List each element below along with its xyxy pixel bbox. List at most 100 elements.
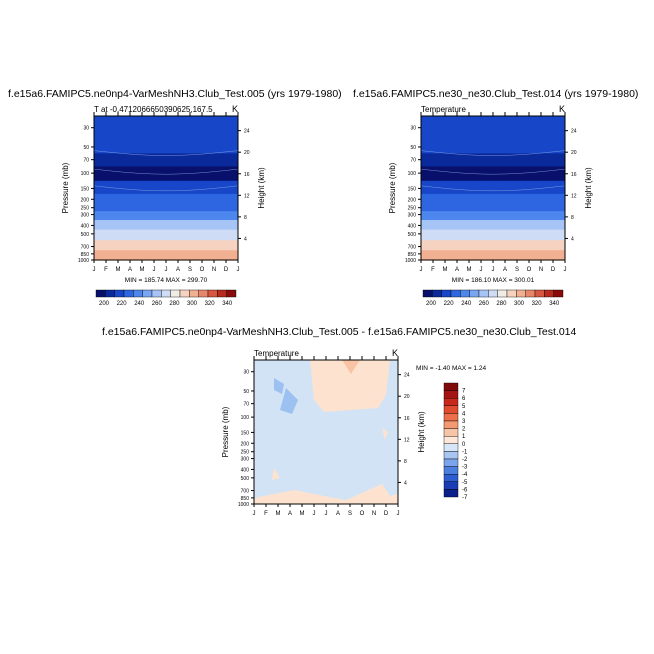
plot-units: K — [392, 348, 398, 358]
pressure-tick-label: 1000 — [78, 258, 89, 264]
temperature-band — [94, 180, 238, 195]
colorbar-label: 340 — [222, 301, 233, 307]
temperature-band — [94, 137, 238, 154]
plot-subtitle: T at -0.4712066650390625,167.5 — [94, 105, 213, 114]
min-max-stats: MIN = 185.74 MAX = 299.70 — [125, 277, 208, 284]
pressure-tick-label: 700 — [241, 489, 250, 495]
height-tick-label: 8 — [244, 215, 247, 221]
x-tick-label: J — [564, 267, 567, 273]
temperature-band — [421, 250, 565, 258]
pressure-tick-label: 100 — [408, 171, 417, 177]
height-tick-label: 16 — [404, 416, 410, 422]
positive-patch — [272, 468, 280, 480]
colorbar-label: 6 — [462, 396, 466, 402]
x-tick-label: A — [288, 511, 292, 517]
colorbar-swatch — [443, 473, 459, 482]
colorbar-swatch — [189, 289, 199, 298]
x-tick-label: D — [224, 267, 229, 273]
pressure-tick-label: 700 — [408, 245, 417, 251]
chart-title: f.e15a6.FAMIPC5.ne0np4-VarMeshNH3.Club_T… — [102, 326, 577, 338]
temperature-band — [421, 203, 565, 212]
colorbar-swatch — [534, 289, 545, 298]
colorbar-swatch — [443, 458, 459, 467]
height-tick-label: 4 — [404, 480, 407, 486]
temperature-plot-005: J F M A M J J A S O N D J305070100150200250300400500… — [61, 104, 266, 307]
pressure-tick-label: 30 — [83, 126, 89, 132]
pressure-tick-label: 400 — [81, 223, 90, 229]
contour-line — [420, 168, 566, 175]
x-tick-label: J — [165, 267, 168, 273]
colorbar-swatch — [450, 289, 461, 298]
colorbar-swatch — [161, 289, 171, 298]
pressure-tick-label: 400 — [241, 467, 250, 473]
colorbar-swatch — [544, 289, 554, 298]
pressure-tick-label: 30 — [410, 126, 416, 132]
x-tick-label: A — [176, 267, 180, 273]
temperature-band — [421, 137, 565, 154]
temperature-band — [94, 240, 238, 251]
x-tick-label: F — [431, 267, 435, 273]
colorbar-swatch — [443, 451, 459, 460]
x-tick-label: J — [397, 511, 400, 517]
x-tick-label: F — [264, 511, 268, 517]
x-tick-label: J — [93, 267, 96, 273]
height-tick-label: 16 — [571, 172, 577, 178]
pressure-tick-label: 500 — [81, 232, 90, 238]
colorbar-swatch — [114, 289, 125, 298]
x-tick-label: J — [237, 267, 240, 273]
colorbar-swatch — [105, 289, 115, 298]
colorbar-label: 240 — [134, 301, 145, 307]
x-tick-label: J — [480, 267, 483, 273]
pressure-tick-label: 70 — [410, 158, 416, 164]
pressure-tick-label: 200 — [241, 441, 250, 447]
colorbar-label: 280 — [496, 301, 507, 307]
colorbar-label: -2 — [462, 457, 468, 463]
pressure-tick-label: 250 — [81, 206, 90, 212]
x-tick-label: A — [336, 511, 340, 517]
x-tick-label: O — [360, 511, 365, 517]
colorbar-swatch — [432, 289, 442, 298]
temperature-band — [421, 193, 565, 205]
x-tick-label: M — [467, 267, 472, 273]
colorbar-swatch — [506, 289, 517, 298]
colorbar-swatch — [488, 289, 498, 298]
colorbar-swatch — [460, 289, 470, 298]
temperature-band — [421, 153, 565, 167]
colorbar-label: 300 — [514, 301, 525, 307]
positive-spot — [342, 360, 360, 374]
temperature-band — [421, 256, 565, 261]
x-tick-label: J — [153, 267, 156, 273]
colorbar-swatch — [525, 289, 536, 298]
x-tick-label: N — [372, 511, 376, 517]
colorbar-label: -5 — [462, 480, 468, 486]
x-tick-label: J — [313, 511, 316, 517]
x-tick-label: S — [515, 267, 519, 273]
pressure-tick-label: 50 — [243, 389, 249, 395]
chart-title: f.e15a6.FAMIPC5.ne0np4-VarMeshNH3.Club_T… — [8, 88, 342, 100]
colorbar-label: -7 — [462, 495, 468, 501]
plot-subtitle: Temperature — [421, 105, 466, 114]
x-tick-label: D — [384, 511, 389, 517]
temperature-band — [94, 211, 238, 221]
contour-line — [93, 168, 239, 175]
colorbar-label: 320 — [205, 301, 216, 307]
x-tick-label: M — [140, 267, 145, 273]
min-max-stats: MIN = -1.40 MAX = 1.24 — [416, 365, 486, 372]
height-tick-label: 4 — [571, 236, 574, 242]
panel-test-005: f.e15a6.FAMIPC5.ne0np4-VarMeshNH3.Club_T… — [0, 0, 342, 310]
temperature-band — [421, 229, 565, 241]
temperature-difference-plot: J F M A M J J A S O N D J305070100150200250300400500… — [221, 348, 486, 517]
pressure-tick-label: 700 — [81, 245, 90, 251]
y-axis-label: Pressure (mb) — [388, 162, 397, 213]
x-tick-label: J — [325, 511, 328, 517]
pressure-tick-label: 200 — [81, 197, 90, 203]
x-tick-label: S — [348, 511, 352, 517]
colorbar-label: 320 — [532, 301, 543, 307]
height-tick-label: 24 — [571, 129, 577, 135]
colorbar-swatch — [443, 405, 459, 414]
colorbar-swatch — [133, 289, 143, 298]
colorbar-swatch — [95, 289, 106, 298]
colorbar-swatch — [553, 289, 564, 298]
temperature-band — [94, 153, 238, 167]
height-tick-label: 24 — [244, 129, 250, 135]
